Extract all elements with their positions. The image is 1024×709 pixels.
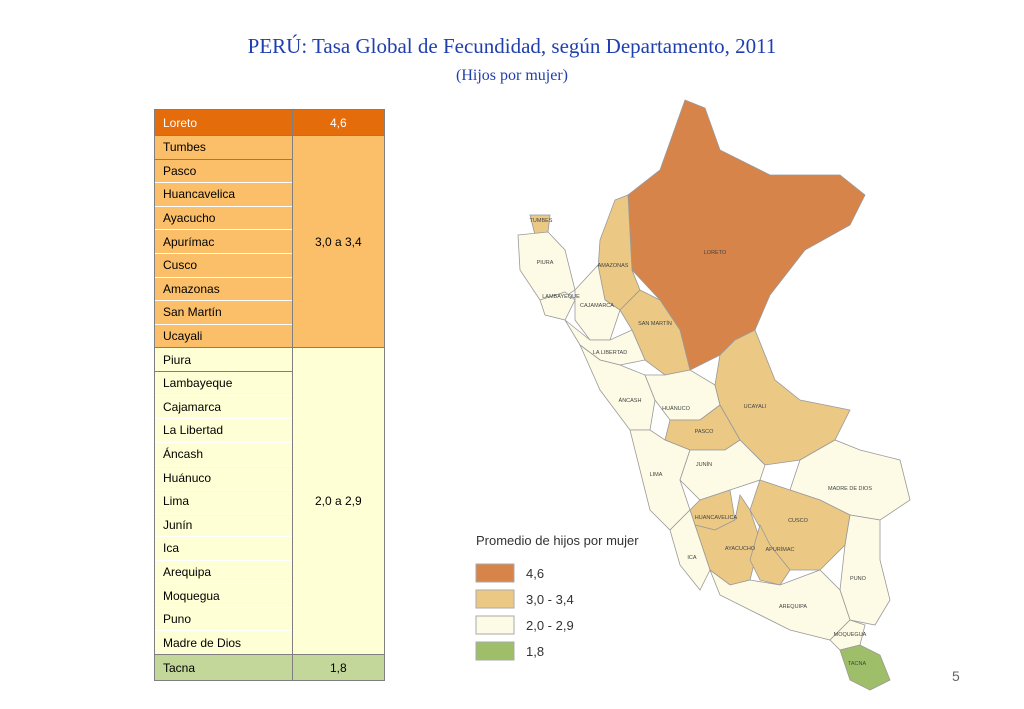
department: Apurímac — [154, 229, 293, 254]
region — [644, 369, 721, 421]
region-label: MOQUEGUA — [834, 632, 867, 638]
region-label: LORETO — [704, 250, 727, 256]
department: Ica — [154, 536, 293, 561]
legend-label: 4,6 — [526, 566, 544, 581]
region-label: APURÍMAC — [765, 546, 794, 553]
department: Loreto — [154, 109, 293, 136]
region — [839, 644, 891, 691]
table-row: Huánuco — [154, 465, 385, 490]
page-number: 5 — [952, 668, 960, 684]
legend-label: 3,0 - 3,4 — [526, 592, 574, 607]
department: Áncash — [154, 441, 293, 466]
department: Pasco — [154, 158, 293, 183]
department: La Libertad — [154, 418, 293, 443]
department: Puno — [154, 606, 293, 631]
group-value: 3,0 a 3,4 — [291, 134, 386, 349]
region — [574, 264, 621, 341]
region-label: HUANCAVELICA — [695, 515, 738, 521]
legend-swatch — [475, 563, 515, 583]
department: Madre de Dios — [154, 630, 293, 655]
region-label: UCAYALI — [744, 404, 767, 410]
region — [709, 568, 851, 641]
department: Lima — [154, 488, 293, 513]
department: San Martín — [154, 300, 293, 325]
region — [829, 619, 866, 651]
legend-swatch — [475, 615, 515, 635]
legend-swatch — [475, 641, 515, 661]
region-label: LAMBAYEQUE — [542, 294, 580, 300]
fertility-table: Loreto 4,6 Tumbes 3,0 a 3,4 Pasco Huancavelic… — [154, 109, 386, 682]
department: Tumbes — [154, 135, 293, 160]
group-value: 2,0 a 2,9 — [291, 347, 386, 656]
region-label: TACNA — [848, 661, 867, 667]
department: Arequipa — [154, 559, 293, 584]
department: Junín — [154, 512, 293, 537]
title: PERÚ: Tasa Global de Fecundidad, según D… — [247, 34, 777, 58]
legend-label: 2,0 - 2,9 — [526, 618, 574, 633]
table-row: Tumbes 3,0 a 3,4 — [154, 134, 386, 349]
region-label: AMAZONAS — [598, 263, 629, 269]
region-label: CUSCO — [788, 518, 809, 524]
region-label: CAJAMARCA — [580, 303, 614, 309]
region-label: PIURA — [537, 260, 554, 266]
table-row: Tacna 1,8 — [154, 654, 386, 682]
department: Piura — [154, 347, 293, 372]
region-label: LIMA — [650, 472, 663, 478]
region-label: AREQUIPA — [779, 604, 807, 610]
region-label: AYACUCHO — [725, 546, 756, 552]
region-label: ÁNCASH — [619, 397, 642, 404]
department: Amazonas — [154, 276, 293, 301]
region-label: SAN MARTÍN — [638, 320, 672, 327]
department: Cajamarca — [154, 394, 293, 419]
region-label: PASCO — [695, 429, 715, 435]
region-label: LA LIBERTAD — [593, 350, 627, 356]
department: Tacna — [154, 654, 293, 682]
group-value: 1,8 — [291, 654, 386, 682]
table-row: Piura 2,0 a 2,9 — [154, 347, 386, 656]
region-label: PUNO — [850, 576, 867, 582]
region-label: HUÁNUCO — [662, 405, 691, 412]
department: Ucayali — [154, 323, 293, 348]
department: Huánuco — [154, 465, 293, 490]
region — [839, 514, 891, 626]
department: Huancavelica — [154, 182, 293, 207]
subtitle: (Hijos por mujer) — [456, 67, 568, 84]
region-label: JUNÍN — [696, 461, 712, 468]
legend-label: 1,8 — [526, 644, 544, 659]
department: Cusco — [154, 252, 293, 278]
region — [517, 231, 576, 301]
legend-title: Promedio de hijos por mujer — [476, 533, 639, 548]
region — [539, 291, 576, 321]
region-label: TUMBES — [530, 218, 553, 224]
department: Ayacucho — [154, 205, 293, 230]
department: Lambayeque — [154, 370, 293, 396]
legend-swatch — [475, 589, 515, 609]
region-label: MADRE DE DIOS — [828, 486, 872, 492]
department: Moquegua — [154, 583, 293, 608]
region-label: ICA — [687, 555, 697, 561]
region — [629, 429, 691, 531]
